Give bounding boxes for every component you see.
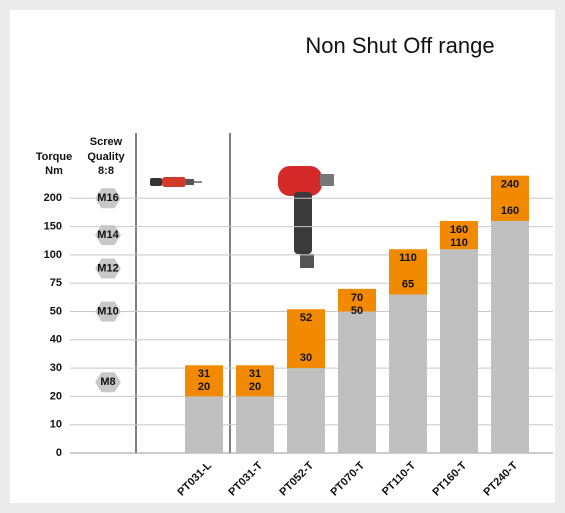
y-tick-label: 100: [44, 249, 62, 261]
screw-label: M12: [97, 262, 118, 274]
bar-base: [338, 312, 376, 454]
y-tick-label: 20: [50, 390, 62, 402]
screw-label: M14: [97, 229, 119, 241]
bar-base: [236, 396, 274, 453]
y-tick-label: 30: [50, 362, 62, 374]
bar-base: [440, 249, 478, 453]
value-label: 110: [399, 252, 417, 264]
screw-label: M10: [97, 305, 118, 317]
value-label: 110: [450, 237, 468, 249]
value-label: 240: [501, 179, 519, 191]
y-tick-label: 75: [50, 277, 62, 289]
value-label: 160: [450, 224, 468, 236]
y-tick-label: 200: [44, 192, 62, 204]
bar-base: [389, 295, 427, 453]
value-label: 20: [249, 381, 261, 393]
value-label: 160: [501, 205, 519, 217]
y-tick-label: 10: [50, 419, 62, 431]
bar-base: [185, 396, 223, 453]
value-label: 70: [351, 292, 363, 304]
bar-base: [491, 221, 529, 453]
chart-title: Non Shut Off range: [305, 33, 494, 58]
screw-label: Screw: [90, 136, 123, 148]
y-tick-label: 50: [50, 305, 62, 317]
value-label: 31: [249, 368, 261, 380]
y-tick-label: 40: [50, 334, 62, 346]
screw-label: Quality: [87, 151, 125, 163]
y-tick-label: 150: [44, 221, 62, 233]
y-label: Torque: [36, 151, 72, 163]
chart: Non Shut Off range Torque Nm Screw Quali…: [0, 0, 565, 513]
value-label: 65: [402, 278, 414, 290]
value-label: 50: [351, 305, 363, 317]
bar-base: [287, 368, 325, 453]
y-label: Nm: [45, 165, 63, 177]
value-label: 52: [300, 312, 312, 324]
value-label: 31: [198, 368, 210, 380]
value-label: 30: [300, 352, 312, 364]
value-label: 20: [198, 381, 210, 393]
screw-label: M8: [100, 376, 115, 388]
y-tick-label: 0: [56, 447, 62, 459]
screw-label: 8:8: [98, 165, 114, 177]
screw-label: M16: [97, 192, 118, 204]
